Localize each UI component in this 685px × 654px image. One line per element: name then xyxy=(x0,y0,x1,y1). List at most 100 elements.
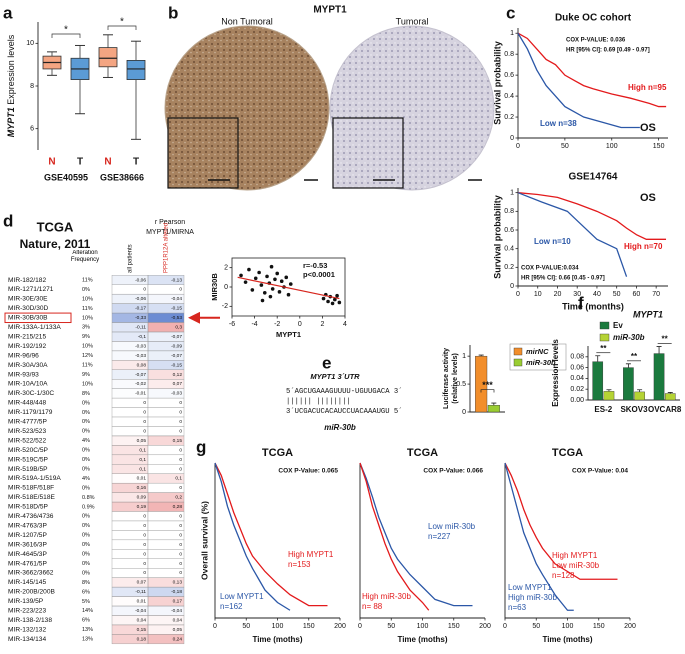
correlation-value: 0 xyxy=(143,532,146,538)
row-highlight xyxy=(4,312,72,324)
correlation-value: 0,04 xyxy=(173,617,183,623)
alteration-frequency: 10% xyxy=(82,344,93,350)
alteration-frequency: 0.8% xyxy=(82,495,95,501)
tissue-images xyxy=(164,25,495,191)
alteration-frequency: 0% xyxy=(82,287,90,293)
scatter-point xyxy=(247,267,251,272)
x-tick-label: SKOV3 xyxy=(620,405,648,414)
correlation-value: 0 xyxy=(179,514,182,520)
alteration-frequency: 0% xyxy=(82,419,90,425)
row-label: MIR-523/523 xyxy=(8,428,46,435)
correlation-value: 0,09 xyxy=(137,495,147,501)
alteration-frequency: 0% xyxy=(82,466,90,472)
box xyxy=(98,47,118,68)
curve-label: High MYPT1 xyxy=(552,551,598,560)
row-label: MIR-519A-1/519A xyxy=(8,475,61,482)
fit-line xyxy=(237,276,340,300)
x-tick-label: -4 xyxy=(251,321,257,328)
correlation-value: 0,18 xyxy=(137,636,147,642)
alteration-frequency: 8% xyxy=(82,391,90,397)
legend-label: Low n=10 xyxy=(534,237,571,246)
correlation-value: -0,15 xyxy=(171,306,182,312)
correlation-value: -0,04 xyxy=(171,296,182,302)
x-tick-label: 200 xyxy=(624,623,636,630)
alteration-frequency: 10% xyxy=(82,296,93,302)
alteration-frequency: 0% xyxy=(82,570,90,576)
row-label: MIR-3616/3P xyxy=(8,541,47,548)
y-tick-label: 0.6 xyxy=(504,227,514,234)
curve-label: Low miR-30b xyxy=(428,522,476,531)
y-tick-label: 0 xyxy=(224,284,228,291)
alteration-frequency: 5% xyxy=(82,599,90,605)
legend-label: Low n=38 xyxy=(540,119,577,128)
error-bar xyxy=(595,355,601,362)
row-label: MIR-192/192 xyxy=(8,343,46,350)
row-label: MIR-4736/4736 xyxy=(8,513,54,520)
alteration-frequency: 14% xyxy=(82,608,93,614)
x-tick-label: 30 xyxy=(573,291,581,298)
inset xyxy=(332,117,404,189)
correlation-value: 0,24 xyxy=(173,636,183,642)
correlation-value: 0,1 xyxy=(139,466,146,472)
statistic: COX P-Value: 0.066 xyxy=(423,468,483,475)
curve-label: n=153 xyxy=(288,560,311,569)
statistic: COX P-Value: 0.04 xyxy=(572,468,628,475)
correlation-value: 0,08 xyxy=(137,362,147,368)
alteration-frequency: 0% xyxy=(82,400,90,406)
bar xyxy=(603,391,615,401)
correlation-value: 0 xyxy=(143,410,146,416)
scatter-point xyxy=(288,282,293,286)
correlation-value: 0 xyxy=(179,400,182,406)
group-label: GSE38666 xyxy=(100,172,144,182)
row-label: MIR-139/5P xyxy=(8,598,44,605)
correlation-value: 0 xyxy=(143,400,146,406)
curve-label: n=128 xyxy=(552,571,575,580)
alteration-frequency: 0.9% xyxy=(82,504,95,510)
y-tick-label: 10 xyxy=(26,40,34,47)
correlation-value: -0,03 xyxy=(135,353,146,359)
row-label: MIR-96/96 xyxy=(8,352,39,359)
survival-curve xyxy=(359,462,430,611)
y-tick-label: 1 xyxy=(510,190,514,197)
y-axis-label: Luciferase activity xyxy=(443,348,450,409)
significance: * xyxy=(120,17,124,28)
x-tick-label: 200 xyxy=(479,623,491,630)
correlation-value: 0 xyxy=(143,542,146,548)
inset xyxy=(167,117,239,189)
significance-bracket xyxy=(107,25,137,30)
row-label: MIR-522/522 xyxy=(8,437,46,444)
correlation-value: 0,12 xyxy=(173,372,183,378)
legend-swatch xyxy=(599,333,610,342)
legend-label: High n=70 xyxy=(624,242,663,251)
y-tick-label: 0.6 xyxy=(504,72,514,79)
y-tick-label: 0.8 xyxy=(504,51,514,58)
significance: * xyxy=(64,25,68,36)
correlation-value: -0,33 xyxy=(135,315,146,321)
correlation-value: 0,07 xyxy=(173,381,183,387)
scatter-point xyxy=(259,283,264,287)
row-label: MIR-223/223 xyxy=(8,608,46,615)
alteration-frequency: 4% xyxy=(82,438,90,444)
scatter-point xyxy=(243,280,248,284)
row-label: MIR-520C/5P xyxy=(8,447,49,454)
significance: ** xyxy=(631,352,638,361)
x-tick-label: 0 xyxy=(213,623,217,630)
correlation-value: -0,01 xyxy=(135,391,146,397)
correlation-value: 0,05 xyxy=(173,627,183,633)
panel-title: MYPT1 xyxy=(313,5,347,16)
correlation-value: 0,05 xyxy=(137,438,147,444)
y-tick-label: -2 xyxy=(222,303,228,310)
correlation-value: 0 xyxy=(179,287,182,293)
correlation-value: 0,1 xyxy=(139,447,146,453)
y-tick-label: 0 xyxy=(462,409,466,416)
scatter-point xyxy=(260,298,265,303)
alteration-frequency: 3% xyxy=(82,325,90,331)
pairing: |||||| |||||||| xyxy=(286,398,351,406)
x-tick-label: 60 xyxy=(633,291,641,298)
column-header-box: Alteration Frequency xyxy=(71,250,99,263)
x-tick-label: -2 xyxy=(274,321,280,328)
category-label: T xyxy=(77,157,83,168)
row-label: MIR-4645/3P xyxy=(8,551,47,558)
